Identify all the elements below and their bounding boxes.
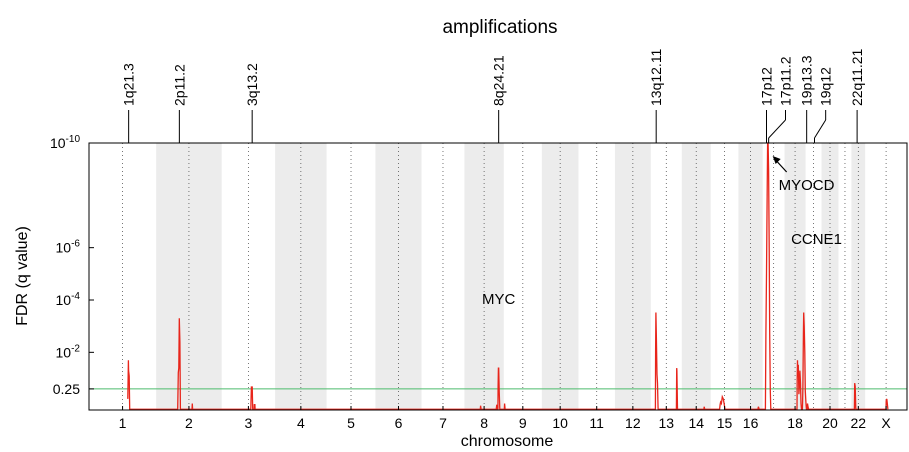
x-tick-label: 16 — [743, 415, 759, 431]
y-tick-base: 10 — [56, 344, 72, 360]
y-tick-label: 0.25 — [53, 381, 80, 397]
x-tick-label: 5 — [347, 415, 355, 431]
x-axis: 1 2 3 4 5 6 7 8 9 10 11 12 13 14 15 16 18 20 22 X — [119, 406, 891, 431]
x-tick-label: X — [881, 415, 891, 431]
peak-label: 19q12 — [818, 67, 834, 106]
peak-label: 13q12.11 — [648, 48, 664, 106]
x-tick-label: 12 — [625, 415, 641, 431]
peak-connector — [768, 119, 786, 139]
y-tick-label: 10-10 — [50, 134, 80, 151]
y-tick-base: 0.25 — [53, 381, 80, 397]
x-axis-label: chromosome — [461, 433, 554, 450]
y-axis-label: FDR (q value) — [14, 226, 31, 326]
x-tick-label: 22 — [851, 415, 867, 431]
x-tick-label: 14 — [688, 415, 704, 431]
gene-arrowhead — [772, 156, 781, 164]
gene-annotations: MYC MYOCD CCNE1 — [482, 156, 842, 308]
peak-label: 1q21.3 — [121, 63, 137, 106]
peak-labels: 1q21.3 2p11.2 3q13.2 8q24.21 13q12.11 17p12 17… — [121, 48, 865, 143]
x-tick-label: 2 — [185, 415, 193, 431]
chromosome-bands — [156, 143, 866, 410]
x-tick-label: 9 — [519, 415, 527, 431]
chart-title: amplifications — [442, 17, 557, 38]
plot-frame — [88, 142, 908, 411]
x-tick-label: 7 — [439, 415, 447, 431]
y-tick-base: 10 — [50, 135, 66, 151]
chromosome-band — [784, 143, 806, 410]
gene-label-myc: MYC — [482, 291, 516, 308]
y-tick-exponent: -10 — [66, 134, 81, 145]
x-tick-label: 18 — [787, 415, 803, 431]
gene-label-myocd: MYOCD — [779, 177, 835, 194]
peak-label: 8q24.21 — [491, 55, 507, 106]
peak-label: 22q11.21 — [849, 48, 865, 106]
gene-label-ccne1: CCNE1 — [791, 231, 842, 248]
x-tick-label: 11 — [589, 415, 604, 431]
y-tick-exponent: -4 — [71, 291, 80, 302]
x-tick-label: 10 — [552, 415, 568, 431]
x-tick-label: 3 — [244, 415, 252, 431]
x-tick-label: 4 — [297, 415, 305, 431]
x-tick-label: 20 — [822, 415, 838, 431]
series-line — [127, 142, 889, 410]
peak-connector — [814, 119, 827, 139]
series-layer — [127, 142, 889, 410]
y-tick-label: 10-2 — [56, 343, 81, 360]
x-tick-label: 8 — [480, 415, 488, 431]
peak-label: 17p11.2 — [777, 56, 793, 106]
y-tick-base: 10 — [56, 292, 72, 308]
peak-label: 19p13.3 — [799, 55, 815, 106]
y-tick-exponent: -2 — [71, 343, 80, 354]
y-tick-label: 10-6 — [56, 239, 81, 256]
x-tick-label: 15 — [717, 415, 733, 431]
centromere-lines — [122, 143, 887, 410]
y-tick-base: 10 — [56, 240, 72, 256]
chromosome-band — [851, 143, 866, 410]
peak-label: 3q13.2 — [244, 63, 260, 106]
peak-label: 2p11.2 — [171, 64, 187, 106]
x-tick-label: 13 — [659, 415, 675, 431]
peak-label: 17p12 — [758, 67, 774, 106]
y-tick-label: 10-4 — [56, 291, 81, 308]
y-tick-exponent: -6 — [71, 239, 80, 250]
x-tick-label: 1 — [119, 415, 127, 431]
chromosome-band — [821, 143, 839, 410]
x-tick-label: 6 — [395, 415, 403, 431]
